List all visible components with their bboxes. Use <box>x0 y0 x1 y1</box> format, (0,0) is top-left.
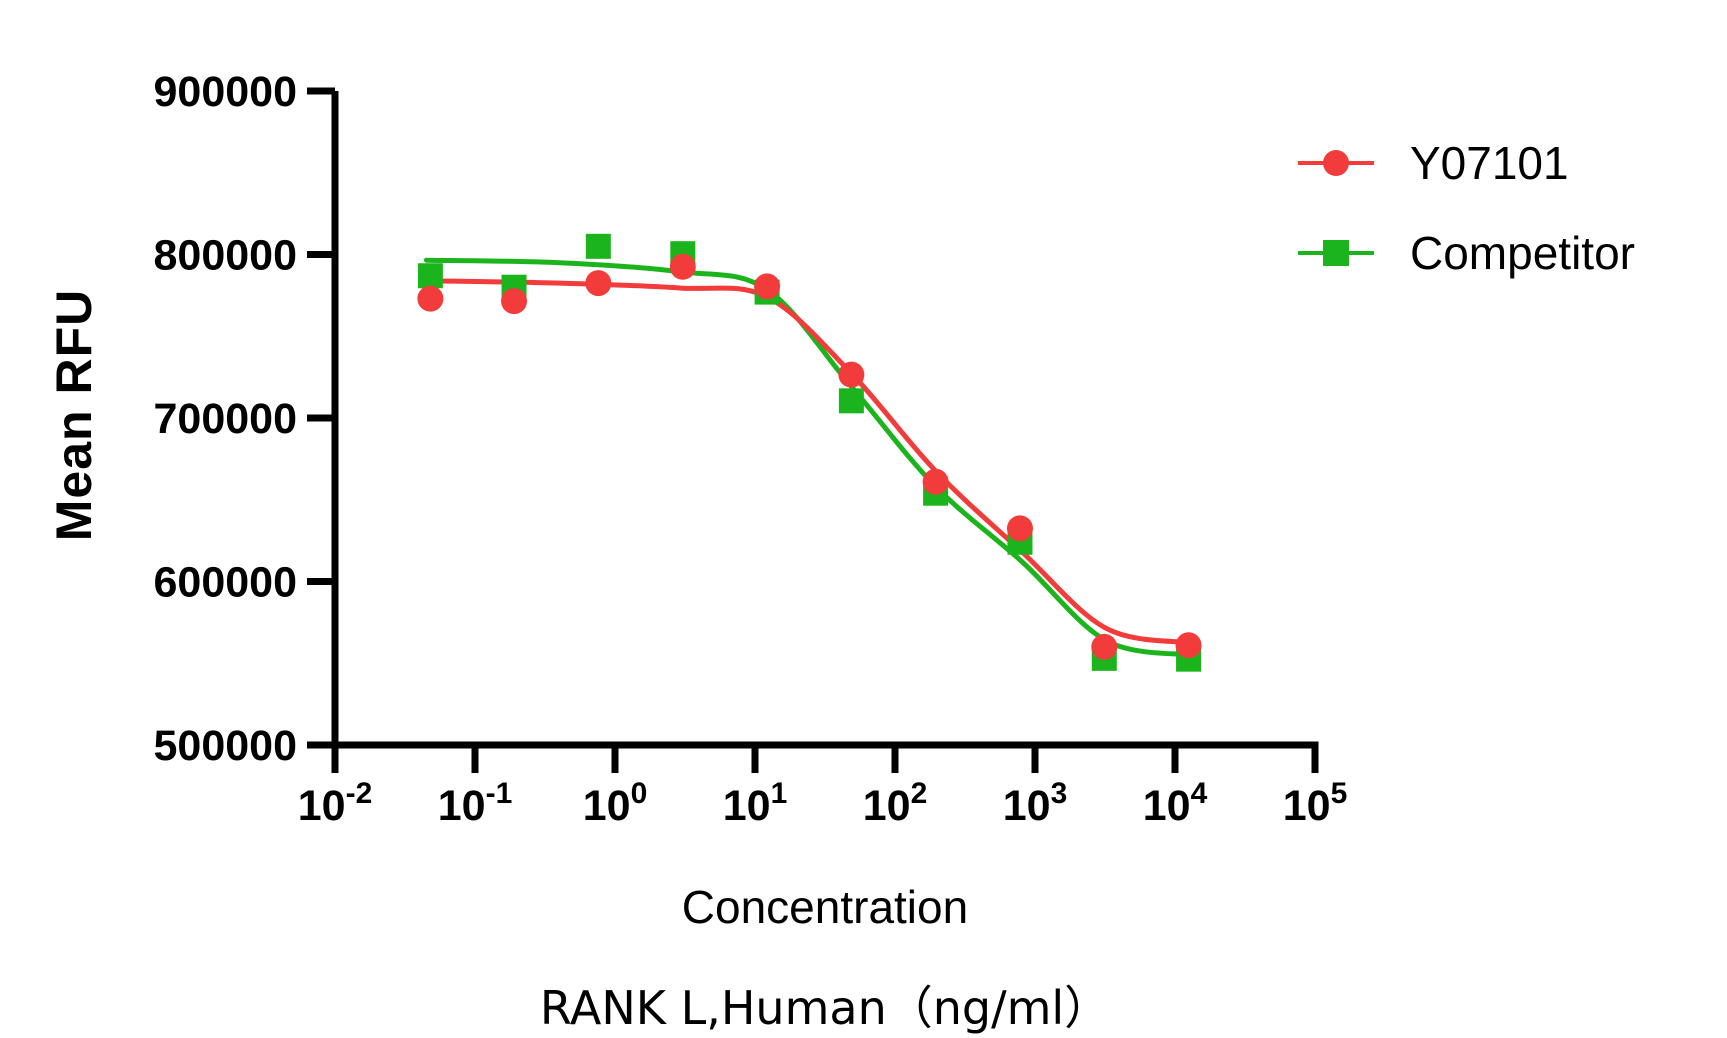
series-markers-y07101 <box>417 253 1202 660</box>
x-tick-label: 10-1 <box>438 777 513 830</box>
legend: Y07101 Competitor <box>1296 118 1635 298</box>
legend-item-competitor: Competitor <box>1296 208 1635 298</box>
y-axis-title: Mean RFU <box>46 288 102 542</box>
data-point <box>585 233 611 259</box>
x-tick-label: 104 <box>1143 777 1208 830</box>
x-tick-label: 103 <box>1003 777 1068 830</box>
data-point <box>585 270 612 297</box>
y-tick-label: 500000 <box>154 722 298 770</box>
y-tick-label: 600000 <box>154 559 298 607</box>
legend-circle-marker-icon <box>1296 145 1376 181</box>
data-point <box>922 468 949 495</box>
x-axis-title-line1: Concentration <box>681 881 969 933</box>
data-point <box>669 253 696 280</box>
series-markers-competitor <box>417 233 1202 672</box>
x-tick-label: 105 <box>1283 777 1348 830</box>
legend-item-y07101: Y07101 <box>1296 118 1635 208</box>
y-tick-label: 800000 <box>154 232 298 280</box>
x-tick-label: 102 <box>863 777 928 830</box>
data-point <box>417 285 444 312</box>
data-point <box>838 388 864 414</box>
y-tick-label: 900000 <box>154 68 298 116</box>
data-point <box>417 263 443 289</box>
y-tick-label: 700000 <box>154 395 298 443</box>
data-point <box>838 361 865 388</box>
data-point <box>1091 633 1118 660</box>
data-point <box>1175 632 1202 659</box>
x-axis-title-line2: RANK L,Human（ng/ml） <box>539 981 1111 1035</box>
data-point <box>501 288 528 315</box>
legend-label: Y07101 <box>1410 137 1569 189</box>
x-tick-label: 101 <box>723 777 788 830</box>
x-tick-label: 100 <box>583 777 648 830</box>
data-point <box>1006 515 1033 542</box>
x-tick-label: 10-2 <box>298 777 373 830</box>
legend-label: Competitor <box>1410 227 1635 279</box>
tick-labels: 500000 600000 700000 800000 900000 10-2 10-1 10… <box>154 68 1348 830</box>
axes <box>307 87 1319 773</box>
data-point <box>754 273 781 300</box>
legend-square-marker-icon <box>1296 235 1376 271</box>
fit-curve-competitor <box>423 257 1193 658</box>
